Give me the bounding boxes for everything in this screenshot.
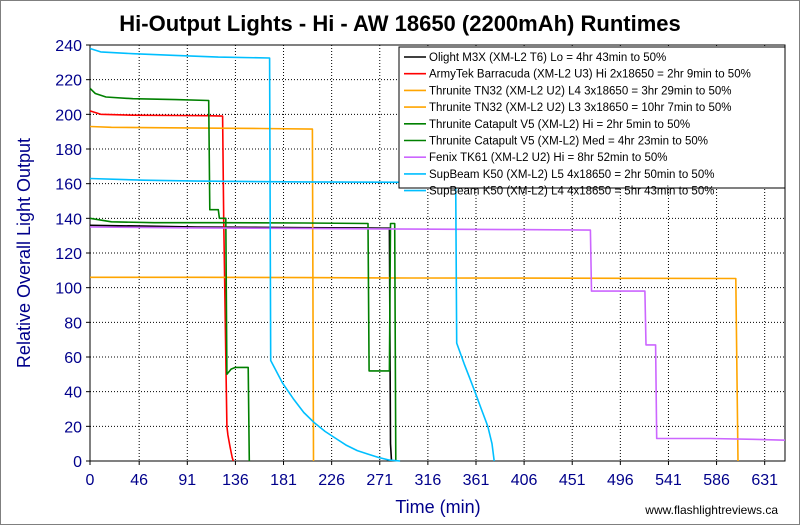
y-tick-label: 180	[55, 142, 82, 159]
y-tick-label: 100	[55, 281, 82, 298]
y-tick-label: 160	[55, 177, 82, 194]
x-tick-label: 631	[751, 472, 778, 489]
y-tick-label: 40	[64, 385, 82, 402]
legend-entry: Thrunite TN32 (XM-L2 U2) L3 3x18650 = 10…	[429, 102, 731, 114]
x-tick-label: 496	[607, 472, 634, 489]
x-tick-label: 181	[270, 472, 297, 489]
series-line-4	[90, 276, 739, 462]
series-line-7	[89, 226, 786, 441]
x-tick-label: 451	[559, 472, 586, 489]
legend-entry: SupBeam K50 (XM-L2) L5 4x18650 = 2hr 50m…	[429, 169, 714, 181]
series-line-8	[89, 47, 401, 462]
x-axis-label: Time (min)	[395, 497, 480, 517]
axis-ticks: 0 20 40 60 80 100 120 140 160 180 200 220 240 0 46 91 13…	[55, 38, 778, 489]
y-tick-label: 220	[55, 73, 82, 90]
y-tick-label: 80	[64, 315, 82, 332]
x-tick-label: 541	[655, 472, 682, 489]
series-lines	[89, 47, 786, 462]
series-line-5	[89, 87, 251, 462]
y-tick-label: 140	[55, 211, 82, 228]
x-tick-label: 136	[222, 472, 249, 489]
legend-entry: Olight M3X (XM-L2 T6) Lo = 4hr 43min to …	[429, 52, 666, 64]
legend-entry: Thrunite TN32 (XM-L2 U2) L4 3x18650 = 3h…	[429, 85, 731, 97]
series-line-3	[89, 125, 315, 462]
chart-title: Hi-Output Lights - Hi - AW 18650 (2200mA…	[119, 11, 680, 36]
x-tick-label: 46	[130, 472, 148, 489]
credit-text: www.flashlightreviews.ca	[644, 503, 778, 517]
y-tick-label: 60	[64, 350, 82, 367]
y-tick-label: 200	[55, 107, 82, 124]
legend-entry: Thrunite Catapult V5 (XM-L2) Hi = 2hr 5m…	[429, 119, 690, 131]
series-line-9	[89, 177, 495, 462]
legend-entry: Thrunite Catapult V5 (XM-L2) Med = 4hr 2…	[429, 136, 708, 148]
x-tick-label: 406	[511, 472, 538, 489]
y-tick-label: 240	[55, 38, 82, 55]
x-tick-label: 226	[318, 472, 345, 489]
y-tick-label: 120	[55, 246, 82, 263]
x-tick-label: 316	[415, 472, 442, 489]
legend-entry: SupBeam K50 (XM-L2) L4 4x18650 = 5hr 43m…	[429, 186, 714, 198]
legend-entry: ArmyTek Barracuda (XM-L2 U3) Hi 2x18650 …	[429, 69, 751, 81]
y-axis-label: Relative Overall Light Output	[14, 138, 34, 368]
x-tick-label: 361	[463, 472, 490, 489]
x-tick-label: 586	[703, 472, 730, 489]
x-tick-label: 271	[366, 472, 393, 489]
legend: Olight M3X (XM-L2 T6) Lo = 4hr 43min to …	[398, 46, 786, 198]
y-tick-label: 0	[73, 454, 82, 471]
y-tick-label: 20	[64, 419, 82, 436]
x-tick-label: 0	[86, 472, 95, 489]
series-line-6	[89, 217, 397, 462]
legend-box	[398, 46, 786, 189]
legend-entry: Fenix TK61 (XM-L2 U2) Hi = 8hr 52min to …	[429, 152, 668, 164]
x-tick-label: 91	[178, 472, 196, 489]
